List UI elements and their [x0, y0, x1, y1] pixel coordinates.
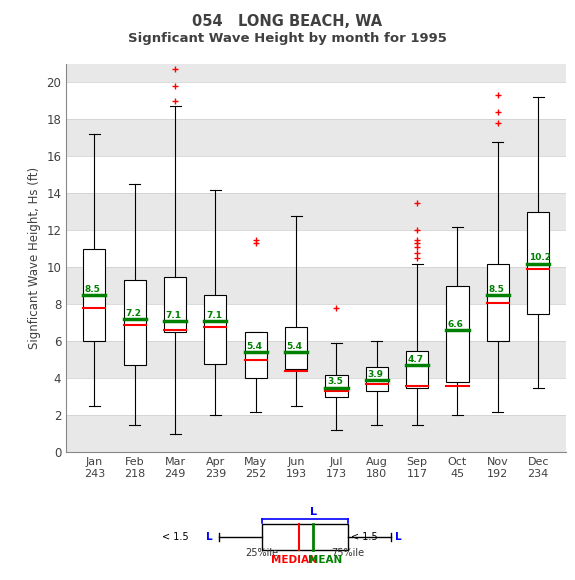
Bar — [124, 280, 146, 365]
Bar — [486, 264, 509, 342]
Text: 6.6: 6.6 — [448, 320, 464, 329]
Bar — [66, 378, 566, 415]
Text: 7.1: 7.1 — [166, 310, 182, 320]
Bar — [244, 332, 267, 378]
Bar — [204, 295, 227, 364]
Bar — [66, 415, 566, 452]
Text: L: L — [396, 531, 402, 542]
Text: 3.9: 3.9 — [367, 370, 384, 379]
Text: 054   LONG BEACH, WA: 054 LONG BEACH, WA — [193, 14, 382, 30]
Bar — [66, 230, 566, 267]
Bar — [66, 82, 566, 119]
Text: 75%ile: 75%ile — [331, 548, 365, 557]
Bar — [164, 277, 186, 332]
Text: 5.4: 5.4 — [246, 342, 262, 351]
Bar — [285, 327, 307, 369]
Bar — [527, 212, 549, 314]
Bar — [83, 249, 105, 342]
Bar — [66, 267, 566, 304]
Text: 5.4: 5.4 — [286, 342, 302, 351]
Text: L: L — [206, 531, 212, 542]
Text: 10.2: 10.2 — [528, 253, 551, 262]
Text: < 1.5: < 1.5 — [163, 531, 192, 542]
Bar — [406, 351, 428, 387]
Bar — [325, 375, 347, 397]
Bar — [66, 342, 566, 378]
Text: 3.5: 3.5 — [327, 377, 343, 386]
Text: 8.5: 8.5 — [488, 285, 504, 293]
Bar — [446, 286, 469, 382]
Text: MEDIAN: MEDIAN — [271, 555, 318, 565]
Bar — [66, 157, 566, 193]
Text: 7.1: 7.1 — [206, 310, 222, 320]
Text: 25%ile: 25%ile — [245, 548, 278, 557]
Text: 4.7: 4.7 — [408, 355, 424, 364]
Text: 8.5: 8.5 — [85, 285, 101, 293]
Text: Signficant Wave Height by month for 1995: Signficant Wave Height by month for 1995 — [128, 32, 447, 45]
Text: 7.2: 7.2 — [125, 309, 141, 318]
Text: < 1.5: < 1.5 — [351, 531, 381, 542]
Text: L: L — [310, 507, 317, 517]
Y-axis label: Signficant Wave Height, Hs (ft): Signficant Wave Height, Hs (ft) — [28, 167, 41, 349]
Bar — [366, 367, 388, 392]
Bar — [66, 119, 566, 157]
Text: MEAN: MEAN — [308, 555, 342, 565]
Bar — [66, 193, 566, 230]
Bar — [262, 524, 348, 550]
Bar — [66, 304, 566, 342]
